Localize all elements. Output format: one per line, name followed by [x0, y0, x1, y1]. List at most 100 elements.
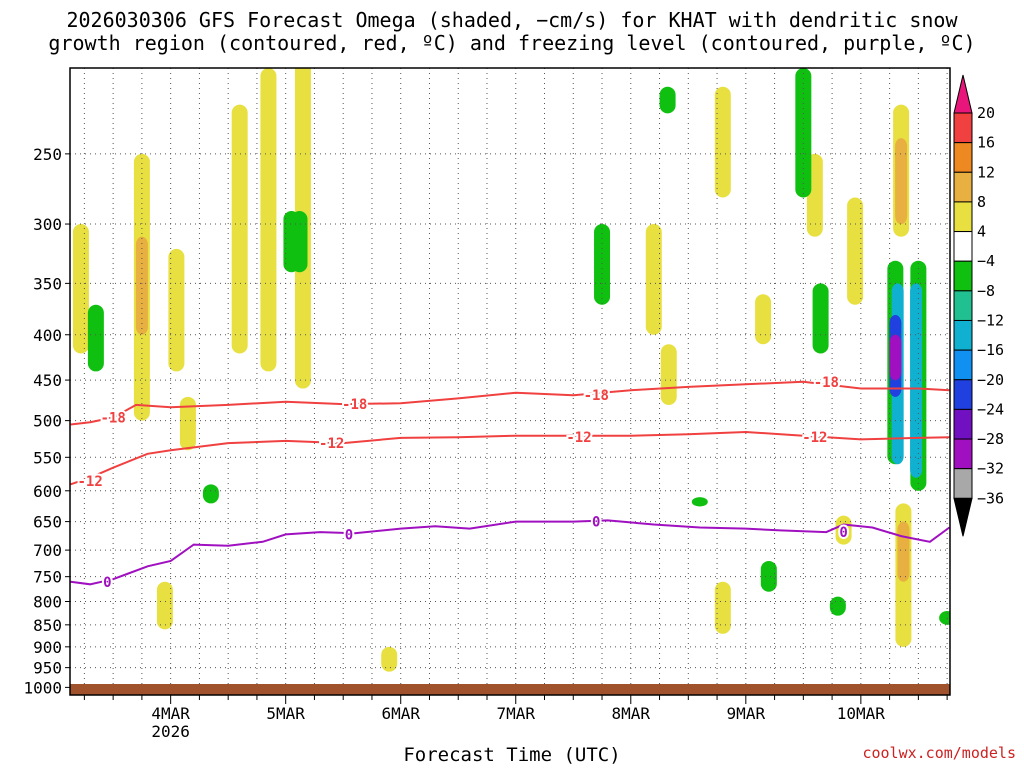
contour-label: -12	[802, 430, 827, 446]
x-tick-label: 6MAR	[381, 704, 420, 723]
contour-line	[70, 430, 950, 486]
colorbar-label: −4	[977, 252, 995, 270]
omega-shaded-cell	[291, 210, 308, 273]
contour-line	[70, 380, 950, 426]
colorbar-label: −36	[977, 489, 1004, 507]
colorbar-segment	[953, 260, 973, 292]
omega-shaded-cell	[829, 596, 846, 616]
colorbar-label: 4	[977, 223, 986, 241]
contour-line	[70, 519, 950, 586]
omega-shading-layer	[72, 68, 950, 672]
colorbar-segment	[953, 379, 973, 410]
contour-label: 0	[839, 525, 847, 541]
colorbar-segment	[953, 349, 973, 381]
omega-shaded-cell	[760, 560, 777, 592]
colorbar-label: −20	[977, 371, 1004, 389]
x-tick-label: 8MAR	[612, 704, 651, 723]
chart-title-line-2: growth region (contoured, red, ºC) and f…	[48, 31, 976, 55]
y-tick-label: 950	[33, 659, 62, 678]
omega-shaded-cell	[889, 334, 902, 381]
colorbar-segment	[953, 231, 973, 262]
colorbar-segment	[953, 438, 973, 470]
omega-shaded-cell	[594, 224, 611, 305]
y-tick-label: 700	[33, 541, 62, 560]
colorbar-label: −8	[977, 282, 995, 300]
contour-label: -18	[584, 388, 609, 404]
colorbar-label: 16	[977, 134, 995, 152]
omega-shaded-cell	[847, 197, 864, 305]
colorbar-segment	[953, 408, 973, 440]
contour-label: 0	[345, 527, 353, 543]
contour-label: -18	[814, 375, 839, 391]
y-tick-label: 350	[33, 274, 62, 293]
colorbar-segment	[953, 112, 973, 144]
contour-label: -18	[342, 397, 367, 413]
x-tick-label: 5MAR	[266, 704, 305, 723]
colorbar: 20 16 12 8 4 −4 −8 −12 −16 −20 −24 −28 −32 −36	[953, 74, 1004, 537]
y-tick-label: 450	[33, 371, 62, 390]
omega-shaded-cell	[895, 138, 908, 225]
omega-shaded-cell	[135, 236, 148, 335]
colorbar-segment	[953, 142, 973, 173]
omega-shaded-cell	[897, 521, 910, 582]
contour-label: -12	[77, 474, 102, 490]
y-tick-label: 650	[33, 513, 62, 532]
y-tick-label: 600	[33, 482, 62, 501]
omega-shaded-cell	[179, 396, 196, 451]
colorbar-label: 8	[977, 193, 986, 211]
colorbar-segment	[953, 290, 973, 321]
omega-shaded-cell	[645, 224, 662, 335]
omega-shaded-cell	[72, 224, 89, 354]
omega-shaded-cell	[231, 104, 248, 354]
colorbar-segment	[953, 468, 973, 499]
y-tick-label: 1000	[23, 678, 62, 697]
omega-shaded-cell	[660, 344, 677, 405]
y-tick-label: 400	[33, 326, 62, 345]
x-tick-label: 7MAR	[496, 704, 535, 723]
colorbar-segment	[953, 201, 973, 233]
y-tick-label: 250	[33, 145, 62, 164]
plot-frame	[69, 67, 951, 696]
y-tick-label: 800	[33, 593, 62, 612]
contour-label: -12	[319, 436, 344, 452]
omega-shaded-cell	[691, 497, 708, 507]
y-tick-label: 750	[33, 568, 62, 587]
colorbar-label: −24	[977, 400, 1004, 418]
y-tick-label: 500	[33, 412, 62, 431]
ground-surface-band	[70, 684, 950, 695]
omega-shaded-cell	[939, 611, 950, 625]
x-tick-label: 10MAR	[837, 704, 886, 723]
colorbar-label: −32	[977, 460, 1004, 478]
omega-shaded-cell	[156, 581, 173, 630]
x-tick-label: 9MAR	[727, 704, 766, 723]
y-tick-label: 850	[33, 616, 62, 635]
y-axis: 250 300 350 400 450 500 550 600 650 700 750 800 850 9…	[23, 145, 70, 697]
colorbar-segment	[953, 319, 973, 351]
omega-shaded-cell	[659, 86, 676, 114]
y-tick-label: 550	[33, 448, 62, 467]
omega-shaded-cell	[260, 68, 277, 372]
x-axis-label: Forecast Time (UTC)	[403, 744, 621, 766]
colorbar-top-arrow	[953, 74, 973, 114]
credit-text: coolwx.com/models	[862, 744, 1016, 762]
omega-shaded-cell	[714, 581, 731, 634]
y-tick-label: 900	[33, 638, 62, 657]
omega-shaded-cell	[755, 294, 772, 345]
colorbar-segment	[953, 171, 973, 203]
colorbar-label: −16	[977, 341, 1004, 359]
omega-shaded-cell	[381, 646, 398, 672]
colorbar-label: 12	[977, 163, 995, 181]
contour-label: -18	[100, 411, 125, 427]
colorbar-label: −12	[977, 311, 1004, 329]
chart-title-line-1: 2026030306 GFS Forecast Omega (shaded, −…	[66, 8, 958, 32]
omega-shaded-cell	[714, 86, 731, 198]
colorbar-label: −28	[977, 430, 1004, 448]
omega-shaded-cell	[87, 304, 104, 372]
colorbar-label: 20	[977, 104, 995, 122]
contour-layer: -18 -18 -18 -18 -12 -12 -12 -12 0 0 0 0	[70, 373, 950, 593]
omega-shaded-cell	[168, 248, 185, 372]
contour-label: 0	[103, 575, 111, 591]
